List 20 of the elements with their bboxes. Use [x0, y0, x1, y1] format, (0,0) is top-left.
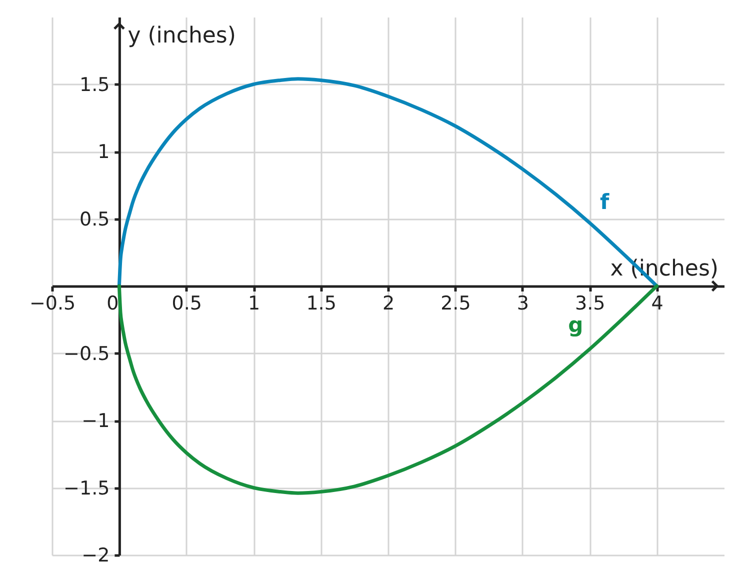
x-tick-label: 4	[651, 292, 664, 314]
y-tick-label: −1.5	[64, 477, 110, 500]
x-tick-label: 0.5	[172, 292, 202, 314]
series-label: g	[568, 313, 584, 338]
x-tick-label: 2.5	[440, 292, 471, 314]
x-tick-label: 3.5	[574, 292, 606, 314]
x-tick-label: 1.5	[306, 292, 336, 314]
y-tick-label: 0.5	[79, 208, 110, 230]
x-tick-label: 1	[248, 292, 260, 314]
x-tick-label: 3	[516, 292, 529, 314]
x-tick-label: −0.5	[29, 292, 76, 314]
series-label: f	[600, 190, 610, 214]
x-tick-label: 2	[382, 292, 395, 314]
y-axis-title: y (inches)	[128, 24, 236, 48]
y-tick-label: −2	[82, 544, 110, 566]
y-tick-label: −1	[82, 410, 110, 432]
y-tick-label: 1	[98, 141, 110, 163]
y-tick-label: 1.5	[79, 74, 110, 96]
y-tick-label: −0.5	[64, 342, 110, 365]
x-tick-label: 0	[106, 292, 119, 314]
